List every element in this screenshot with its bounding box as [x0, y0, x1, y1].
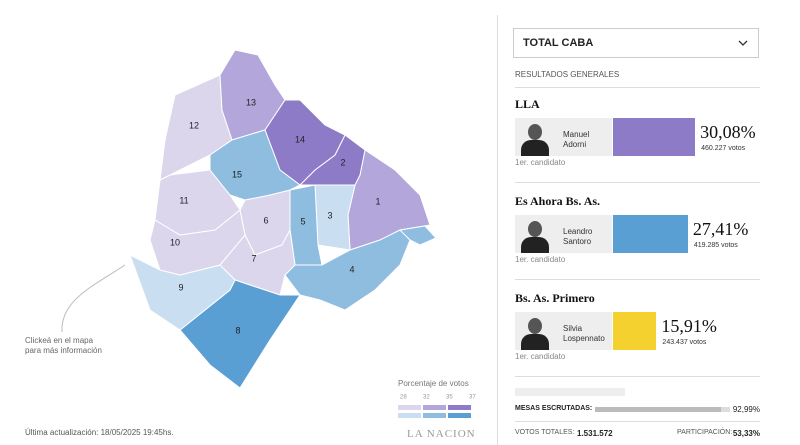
rank: 1er. candidato	[515, 255, 566, 264]
candidate: Leandro	[563, 227, 593, 236]
candidate: Manuel	[563, 130, 590, 139]
comuna[interactable]	[154, 169, 241, 236]
legend-tick: 35	[446, 395, 453, 401]
legend-swatch	[423, 413, 446, 418]
divider	[497, 15, 498, 445]
share: 30,08%	[700, 122, 756, 142]
votes: 419.285 votos	[693, 242, 738, 249]
name-box	[555, 215, 612, 253]
comuna-label: 7	[251, 253, 256, 263]
share-bar	[613, 312, 657, 350]
votes: 243.437 votos	[662, 339, 707, 346]
rule	[515, 87, 760, 88]
rule	[515, 279, 760, 280]
coast	[398, 225, 437, 246]
party-name: Bs. As. Primero	[515, 291, 595, 305]
section-title: RESULTADOS GENERALES	[515, 70, 620, 79]
rank: 1er. candidato	[515, 158, 566, 167]
rule	[515, 421, 760, 422]
rule	[515, 182, 760, 183]
legend-tick: 28	[400, 395, 407, 401]
legend-tick: 32	[423, 395, 430, 401]
body	[521, 334, 549, 350]
head	[528, 221, 542, 237]
legend-swatch	[398, 413, 421, 418]
photo	[515, 215, 555, 253]
counted-label: MESAS ESCRUTADAS:	[515, 405, 593, 412]
comuna-label: 4	[349, 264, 354, 274]
votes: 460.227 votos	[701, 145, 746, 152]
comuna-label: 9	[178, 282, 183, 292]
counted-bar	[595, 407, 721, 412]
comuna-label: 6	[263, 215, 268, 225]
body	[521, 237, 549, 253]
hint-line	[61, 264, 126, 333]
legend-swatch	[448, 405, 471, 410]
counted-value: 92,99%	[732, 405, 760, 414]
comuna-label: 10	[170, 237, 180, 247]
comuna[interactable]	[209, 129, 301, 201]
rule	[515, 376, 760, 377]
legend-swatch	[423, 405, 446, 410]
legend-swatch	[398, 405, 421, 410]
share-bar	[613, 215, 688, 253]
comuna-label: 3	[327, 210, 332, 220]
candidate: Silvia	[563, 324, 583, 333]
comuna-label: 13	[246, 97, 256, 107]
legend-tick: 37	[469, 395, 476, 401]
head	[528, 124, 542, 140]
rank: 1er. candidato	[515, 352, 566, 361]
comuna-label: 15	[232, 169, 242, 179]
share: 15,91%	[661, 316, 717, 336]
party-name: Es Ahora Bs. As.	[515, 194, 601, 208]
head	[528, 318, 542, 334]
share: 27,41%	[692, 219, 749, 239]
comuna-label: 1	[375, 196, 380, 206]
total-label: VOTOS TOTALES:	[515, 429, 575, 436]
legend-title: Porcentaje de votos	[398, 379, 469, 388]
legend-swatch	[448, 413, 471, 418]
candidate: Santoro	[563, 237, 592, 246]
photo	[515, 118, 555, 156]
hint: para más información	[25, 346, 102, 355]
share-bar	[613, 118, 696, 156]
comuna-label: 12	[189, 120, 199, 130]
comuna-label: 2	[340, 157, 345, 167]
brand: LA NACION	[407, 428, 476, 440]
turnout-value: 53,33%	[732, 429, 760, 438]
updated: Última actualización: 18/05/2025 19:45hs…	[25, 428, 174, 437]
party-name: LLA	[515, 97, 540, 111]
turnout-label: PARTICIPACIÓN:	[677, 429, 733, 436]
party-name	[515, 388, 625, 396]
comuna-label: 5	[300, 216, 305, 226]
candidate: Adorni	[563, 140, 587, 149]
total-value: 1.531.572	[577, 429, 613, 438]
comuna-label: 11	[179, 195, 188, 205]
body	[521, 140, 549, 156]
chevron	[738, 40, 748, 46]
name-box	[555, 312, 612, 350]
comuna-label: 8	[235, 325, 240, 335]
selector[interactable]: TOTAL CABA	[513, 28, 759, 58]
comuna-label: 14	[295, 134, 305, 144]
photo	[515, 312, 555, 350]
hint: Clickeá en el mapa	[25, 336, 94, 345]
selector-text: TOTAL CABA	[523, 37, 594, 49]
name-box	[555, 118, 612, 156]
candidate: Lospennato	[563, 334, 605, 343]
